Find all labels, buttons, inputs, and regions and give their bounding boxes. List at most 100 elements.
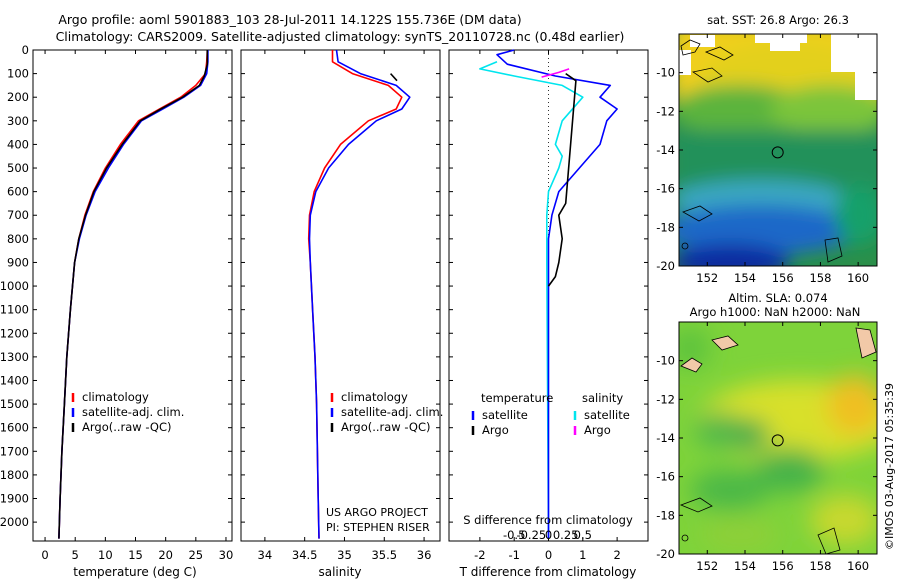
figure-title-line1: Argo profile: aoml 5901883_103 28-Jul-20… (58, 12, 521, 27)
s-tick-label: 0.5 (574, 528, 592, 542)
salinity-plot-frame (240, 49, 441, 542)
lon-tick-label: 154 (734, 271, 756, 285)
lat-tick-label: -10 (656, 66, 675, 80)
profile-line-argo-raw-qc- (390, 73, 398, 82)
depth-tick-label: 600 (7, 185, 29, 199)
depth-tick-label: 300 (7, 114, 29, 128)
x-tick-label: 1 (579, 548, 586, 562)
legend-group-heading: temperature (481, 391, 553, 405)
difference-panel: -2 -1 0 1 2 temperaturesatelliteArgosalinity… (448, 49, 649, 579)
x-tick-label: 2 (613, 548, 620, 562)
x-tick-label: 25 (188, 548, 203, 562)
lat-tick-label: -14 (656, 431, 675, 445)
lon-tick-label: 160 (847, 559, 869, 573)
profile-line-argo-raw-qc- (58, 50, 209, 539)
profile-line-s-argo (541, 68, 570, 78)
copyright-timestamp: ©IMOS 03-Aug-2017 05:35:39 (883, 383, 896, 550)
lat-tick-label: -12 (656, 392, 675, 406)
lat-tick-label: -12 (656, 104, 675, 118)
sst-map-title: sat. SST: 26.8 Argo: 26.3 (707, 13, 849, 27)
depth-tick-label: 1600 (0, 421, 29, 435)
sla-map-title: Altim. SLA: 0.074 (728, 291, 827, 305)
s-difference-label: S difference from climatology (463, 513, 633, 527)
salinity-axis-label: salinity (318, 565, 361, 579)
sla-map-panel: Altim. SLA: 0.074 Argo h1000: NaN h2000:… (656, 291, 878, 573)
depth-tick-label: 100 (7, 67, 29, 81)
x-tick-label: 34 (258, 548, 273, 562)
depth-tick-label: 500 (7, 161, 29, 175)
legend-item-label: climatology (82, 390, 149, 404)
depth-tick-label: 1300 (0, 350, 29, 364)
s-difference-tick-labels: -0.5-0.250 0.250.5 (503, 528, 592, 542)
salinity-profile-lines (307, 49, 411, 539)
depth-axis-ticks: 0 100 200 300 400 500 600 700 800 900 1000 1100 1200… (0, 43, 232, 529)
x-tick-label: 10 (98, 548, 113, 562)
lat-tick-label: -10 (656, 354, 675, 368)
legend-item-label: satellite (584, 408, 630, 422)
figure-title-line2: Climatology: CARS2009. Satellite-adjuste… (56, 29, 625, 44)
x-tick-label: 35 (337, 548, 352, 562)
profile-line-satellite-adj-clim- (308, 49, 411, 539)
t-difference-label: T difference from climatology (459, 565, 637, 579)
s-tick-label: -0.5 (503, 528, 525, 542)
x-tick-label: 20 (158, 548, 173, 562)
depth-tick-label: 1500 (0, 397, 29, 411)
x-tick-label: 15 (128, 548, 143, 562)
sst-map-ticks: 152 154 156 158 160 -10 -12 -14 -16 -18 -20 (656, 34, 877, 285)
sla-map-subtitle: Argo h1000: NaN h2000: NaN (690, 305, 861, 319)
s-tick-label: -0.25 (516, 528, 546, 542)
s-tick-label: 0 (545, 528, 552, 542)
x-tick-label: 36 (417, 548, 432, 562)
lon-tick-label: 156 (772, 271, 794, 285)
temperature-axis-ticks: 0 5 10 15 20 25 30 (41, 50, 233, 562)
lon-tick-label: 152 (696, 271, 718, 285)
pi-label: PI: STEPHEN RISER (326, 521, 430, 534)
legend-item-label: satellite-adj. clim. (82, 405, 184, 419)
lon-tick-label: 152 (696, 559, 718, 573)
lat-tick-label: -18 (656, 508, 675, 522)
x-tick-label: -2 (474, 548, 485, 562)
legend-item-label: Argo (482, 423, 509, 437)
x-tick-label: 34.5 (292, 548, 318, 562)
legend-item-label: Argo (584, 423, 611, 437)
legend-item-label: climatology (341, 390, 408, 404)
lat-tick-label: -20 (656, 259, 675, 273)
x-tick-label: 30 (219, 548, 234, 562)
argo-location-marker (771, 146, 784, 159)
x-tick-label: 0 (545, 548, 552, 562)
temperature-profile-lines (58, 49, 209, 539)
depth-tick-label: 800 (7, 232, 29, 246)
temperature-axis-label: temperature (deg C) (73, 565, 196, 579)
x-tick-label: 35.5 (371, 548, 397, 562)
legend-item-label: Argo(..raw -QC) (341, 420, 431, 434)
sla-map-ticks: 152 154 156 158 160 -10 -12 -14 -16 -18 -20 (656, 322, 877, 573)
legend-item-label: Argo(..raw -QC) (82, 420, 172, 434)
lat-tick-label: -16 (656, 182, 675, 196)
difference-profile-lines (479, 49, 618, 539)
sla-heatmap (679, 322, 877, 554)
lon-tick-label: 160 (847, 271, 869, 285)
x-tick-label: 5 (72, 548, 79, 562)
depth-tick-label: 200 (7, 90, 29, 104)
legend-item-label: satellite-adj. clim. (341, 405, 443, 419)
temperature-panel: 0100200300400500600700800900100011001200… (0, 43, 233, 579)
lat-tick-label: -16 (656, 470, 675, 484)
project-label: US ARGO PROJECT (326, 506, 428, 519)
legend-item-label: satellite (482, 408, 528, 422)
lat-tick-label: -18 (656, 220, 675, 234)
depth-tick-label: 700 (7, 208, 29, 222)
difference-depth-ticks (449, 49, 648, 523)
sst-heatmap (679, 34, 877, 266)
lon-tick-label: 154 (734, 559, 756, 573)
depth-tick-label: 1800 (0, 468, 29, 482)
depth-tick-label: 1000 (0, 279, 29, 293)
legend-group-heading: salinity (582, 391, 623, 405)
depth-tick-label: 1200 (0, 326, 29, 340)
lon-tick-label: 156 (772, 559, 794, 573)
salinity-depth-ticks (241, 49, 440, 523)
profile-line-s-satellite (479, 61, 584, 539)
lon-tick-label: 158 (809, 271, 831, 285)
